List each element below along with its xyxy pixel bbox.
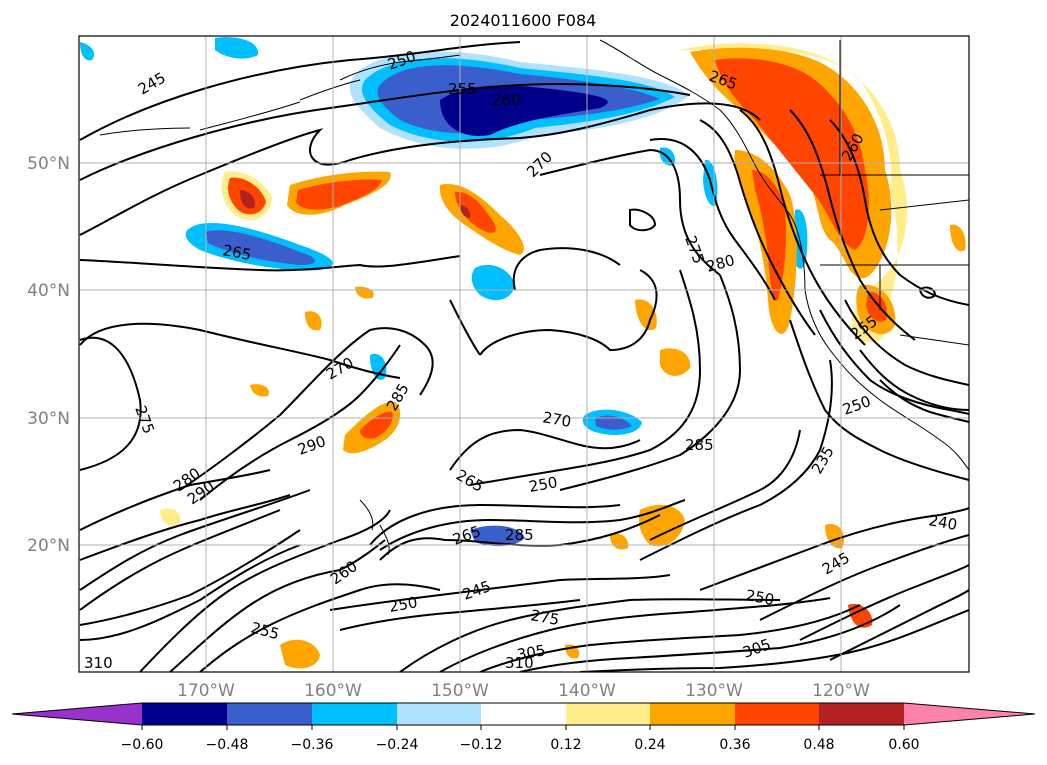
contour-label: 285 xyxy=(505,526,534,544)
colorbar-tick-label: −0.12 xyxy=(460,737,503,753)
lon-label: 160°W xyxy=(304,681,362,701)
lat-label: 50°N xyxy=(27,154,70,174)
lon-label: 130°W xyxy=(685,681,743,701)
contour-label: 275 xyxy=(529,606,560,629)
colorbar: −0.60 −0.48 −0.36 −0.24 −0.12 0.12 0.24 … xyxy=(11,702,1036,753)
contour-label: 250 xyxy=(744,586,775,609)
lon-label: 150°W xyxy=(431,681,489,701)
colorbar-bin xyxy=(142,703,227,725)
latitude-labels: 50°N 40°N 30°N 20°N xyxy=(27,154,70,556)
colorbar-bin xyxy=(481,703,566,725)
longitude-labels: 170°W 160°W 150°W 140°W 130°W 120°W xyxy=(177,681,870,701)
colorbar-tick-label: 0.36 xyxy=(719,737,750,753)
contour-lines xyxy=(79,41,969,672)
colorbar-tick-label: −0.60 xyxy=(121,737,164,753)
contour-label: 305 xyxy=(516,641,547,664)
colorbar-tick-label: 0.60 xyxy=(888,737,919,753)
colorbar-tick-label: −0.48 xyxy=(206,737,249,753)
contour-label: 310 xyxy=(84,654,113,672)
lat-label: 20°N xyxy=(27,536,70,556)
colorbar-bin xyxy=(227,703,312,725)
colorbar-bin xyxy=(735,703,819,725)
map-area: 245 250 255 260 270 265 275 280 270 285 … xyxy=(79,36,969,672)
colorbar-tick-label: −0.24 xyxy=(376,737,419,753)
coastlines xyxy=(99,39,969,556)
map-frame xyxy=(78,35,970,673)
colorbar-tick-label: 0.24 xyxy=(634,737,665,753)
colorbar-tick-labels: −0.60 −0.48 −0.36 −0.24 −0.12 0.12 0.24 … xyxy=(121,737,920,753)
colorbar-bin xyxy=(650,703,735,725)
contour-label: 255 xyxy=(448,80,477,98)
lat-label: 30°N xyxy=(27,409,70,429)
colorbar-tick-marks xyxy=(141,725,905,730)
contour-label: 250 xyxy=(388,593,419,616)
colorbar-tick-label: 0.12 xyxy=(550,737,581,753)
contour-label: 310 xyxy=(505,654,534,672)
contour-label: 260 xyxy=(492,91,521,109)
colorbar-bin xyxy=(312,703,397,725)
colorbar-extend-right xyxy=(904,703,1035,725)
contour-label: 265 xyxy=(221,241,252,264)
colorbar-bin xyxy=(819,703,904,725)
colorbar-tick-label: −0.36 xyxy=(291,737,334,753)
colorbar-tick-label: 0.48 xyxy=(803,737,834,753)
colorbar-bin xyxy=(397,703,481,725)
contour-label: 285 xyxy=(685,436,714,454)
blue-anomaly-shading xyxy=(80,37,808,547)
graticule xyxy=(79,36,969,672)
colorbar-bin xyxy=(566,703,650,725)
contour-label: 250 xyxy=(528,473,559,496)
lon-label: 140°W xyxy=(558,681,616,701)
colorbar-extend-left xyxy=(12,703,142,725)
contour-label: 240 xyxy=(927,511,958,534)
lon-label: 120°W xyxy=(812,681,870,701)
lon-label: 170°W xyxy=(177,681,235,701)
lat-label: 40°N xyxy=(27,281,70,301)
contour-label: 270 xyxy=(541,408,572,431)
map-title: 2024011600 F084 xyxy=(450,11,597,30)
